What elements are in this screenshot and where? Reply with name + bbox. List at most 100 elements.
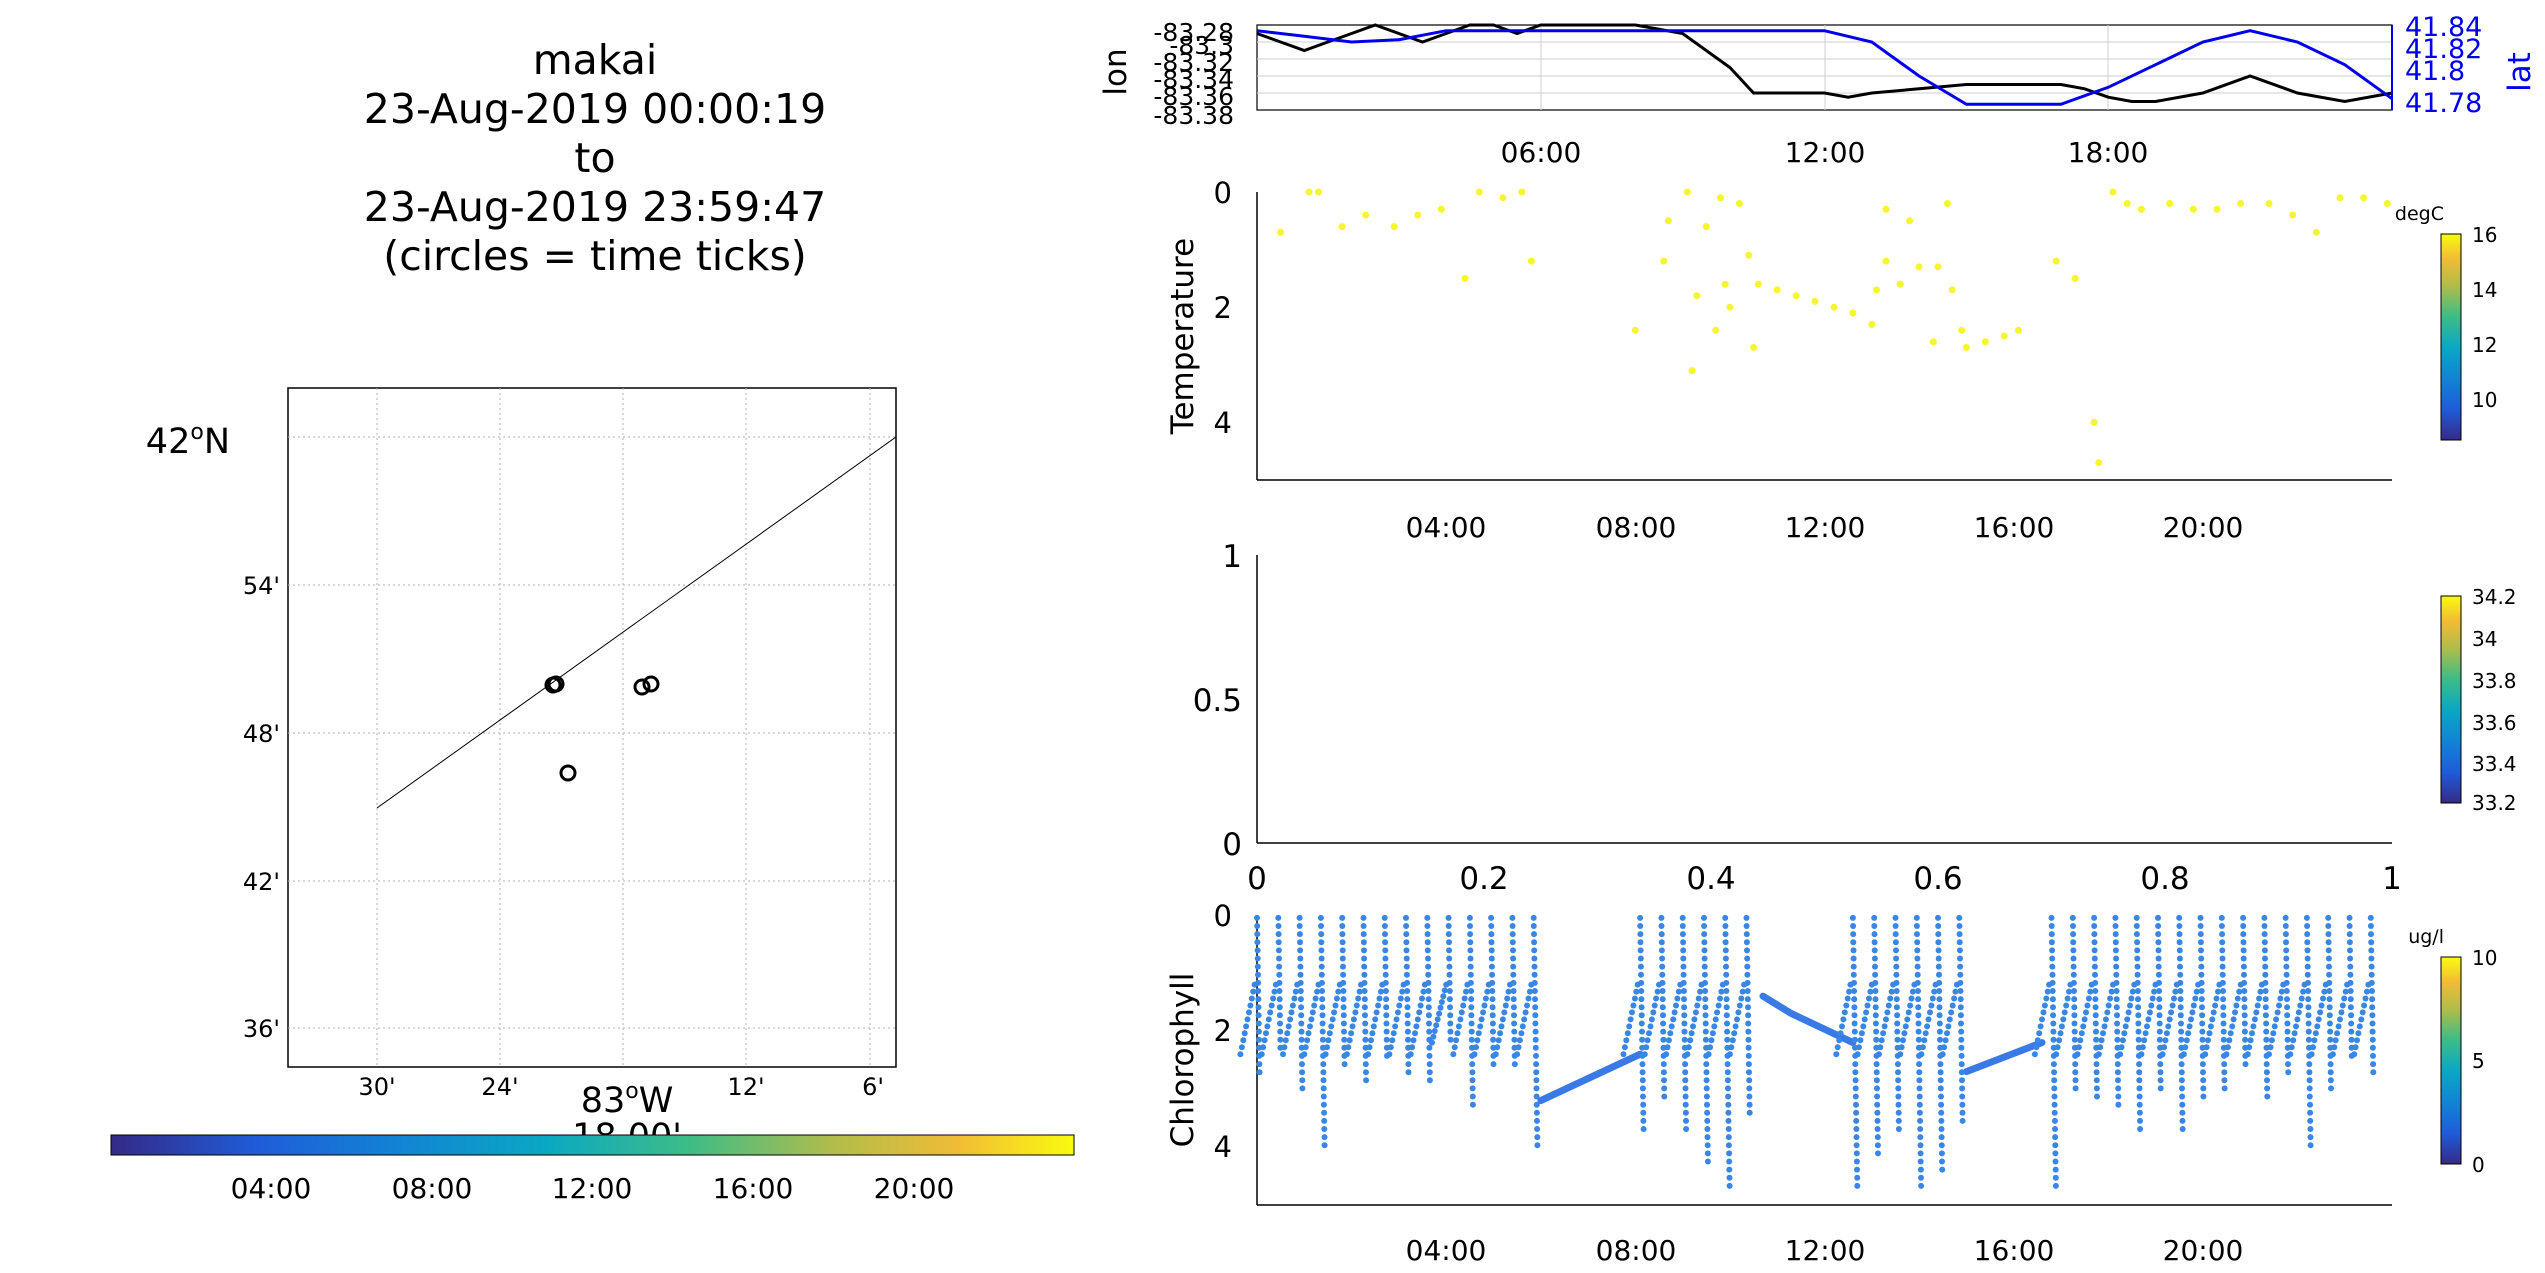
title-line-2: 23-Aug-2019 00:00:19 (363, 85, 827, 133)
chlorophyll-point (2169, 1002, 2176, 1009)
temperature-point (1915, 263, 1923, 271)
chlorophyll-point (2220, 1020, 2227, 1027)
chlorophyll-point (1938, 1134, 1945, 1141)
temperature-point (1315, 188, 1322, 196)
chlorophyll-point (1734, 1016, 1740, 1023)
chlorophyll-point (1498, 1023, 1505, 1030)
chlorophyll-point (1631, 995, 1638, 1002)
chlorophyll-point (1298, 1028, 1305, 1035)
chlorophyll-point (1917, 1158, 1924, 1165)
chlorophyll-point (1647, 1023, 1654, 1030)
chlorophyll-point (1322, 1051, 1329, 1058)
chlorophyll-point (2205, 1037, 2211, 1044)
temperature-point (1896, 280, 1904, 288)
chlorophyll-point (1894, 1020, 1901, 1027)
chlorophyll-point (1938, 1101, 1945, 1108)
chlorophyll-point (1340, 1004, 1347, 1011)
chlorophyll-point (1915, 1036, 1922, 1043)
temperature-point (1475, 188, 1483, 196)
chlorophyll-point (1682, 1093, 1689, 1100)
chlorophyll-point (1942, 1037, 1949, 1044)
chlorophyll-point (1368, 1037, 1374, 1044)
chlorophyll-point (2178, 1028, 2185, 1035)
chlorophyll-point (1382, 931, 1388, 938)
chlorophyll-point (1467, 963, 1474, 970)
temp-ytick-label: 2 (1214, 291, 1232, 325)
chlorophyll-point (1915, 996, 1922, 1003)
chlorophyll-point (1872, 971, 1879, 978)
chlorophyll-point (1957, 971, 1964, 978)
chlorophyll-point (1318, 939, 1325, 946)
chlorophyll-point (1648, 1016, 1655, 1023)
chlorophyll-point (1880, 1030, 1887, 1037)
temperature-point (1390, 223, 1398, 231)
chlorophyll-point (1410, 1037, 1417, 1044)
chlorophyll-point (1915, 1028, 1922, 1035)
chlorophyll-point (1296, 923, 1303, 929)
chlorophyll-point (1522, 1009, 1529, 1016)
chlorophyll-point (1531, 971, 1538, 978)
chlorophyll-point (2210, 1009, 2217, 1016)
chlorophyll-point (1928, 1002, 1935, 1009)
chlorophyll-point (1355, 995, 1362, 1002)
chlorophyll-point (1660, 1036, 1667, 1043)
chlorophyll-point (1468, 1020, 1475, 1027)
chl-colorbar-tick: 5 (2472, 1049, 2485, 1073)
chlorophyll-point (1467, 955, 1474, 962)
chlorophyll-point (1516, 1037, 1523, 1044)
map-time-colorbar: 18.00' 04:00 08:00 12:00 16:00 20:00 (110, 1117, 1075, 1205)
chlorophyll-point (1680, 955, 1687, 962)
temperature-point (1906, 217, 1914, 225)
chlorophyll-point (2318, 1002, 2325, 1009)
chlorophyll-point (2218, 914, 2225, 921)
temp-xtick-label: 20:00 (2163, 511, 2244, 544)
chlorophyll-point (2369, 1028, 2376, 1035)
chlorophyll-point (1956, 914, 1963, 921)
chlorophyll-point (2091, 939, 2098, 946)
temperature-point (2123, 200, 2131, 207)
chlorophyll-point (1454, 1030, 1461, 1037)
chlorophyll-point (1957, 1012, 1964, 1019)
chlorophyll-point (2198, 988, 2205, 994)
chlorophyll-point (2117, 1051, 2124, 1058)
chlorophyll-point (1426, 1052, 1433, 1059)
chlorophyll-point (2220, 996, 2227, 1003)
chlorophyll-point (1639, 1085, 1646, 1092)
chlorophyll-point (1682, 1069, 1689, 1076)
chlorophyll-point (1495, 1037, 1502, 1044)
chlorophyll-point (1534, 1134, 1541, 1141)
chlorophyll-point (1853, 1126, 1860, 1132)
chlorophyll-point (1534, 1117, 1540, 1124)
chlorophyll-point (2051, 1093, 2058, 1100)
chlorophyll-point (1959, 1085, 1966, 1092)
chlorophyll-point (1531, 988, 1538, 994)
chlorophyll-point (1850, 947, 1857, 954)
chlorophyll-point (1531, 955, 1538, 962)
chlorophyll-point (1744, 947, 1750, 954)
chlorophyll-point (1467, 923, 1473, 929)
chlorophyll-point (1902, 1023, 1909, 1030)
chlorophyll-point (1514, 1051, 1521, 1058)
chlorophyll-point (1681, 996, 1687, 1003)
chlorophyll-point (1445, 931, 1452, 938)
chlorophyll-point (1275, 947, 1282, 954)
chlorophyll-point (1931, 988, 1938, 995)
chlorophyll-point (1394, 1009, 1401, 1016)
chlorophyll-point (1425, 971, 1432, 978)
chlorophyll-point (2237, 981, 2244, 988)
chlorophyll-point (1412, 1030, 1418, 1037)
chlorophyll-point (2052, 1126, 2058, 1132)
chlorophyll-point (1659, 988, 1666, 994)
chlorophyll-point (1349, 1023, 1356, 1030)
chlorophyll-point (1939, 1158, 1945, 1165)
chlorophyll-point (2041, 1002, 2048, 1009)
chlorophyll-point (2091, 931, 2098, 938)
chlorophyll-point (1471, 1051, 1478, 1058)
chlorophyll-point (1620, 1051, 1627, 1058)
chlorophyll-point (1736, 1002, 1743, 1009)
chlorophyll-point (1637, 955, 1644, 962)
salinity-panel: 1 0.5 0 0 0.2 0.4 0.6 0.8 1 34.2 34 33.8… (1193, 539, 2517, 897)
chlorophyll-point (2176, 931, 2183, 938)
chlorophyll-point (2134, 939, 2141, 946)
chlorophyll-point (1346, 1037, 1353, 1044)
